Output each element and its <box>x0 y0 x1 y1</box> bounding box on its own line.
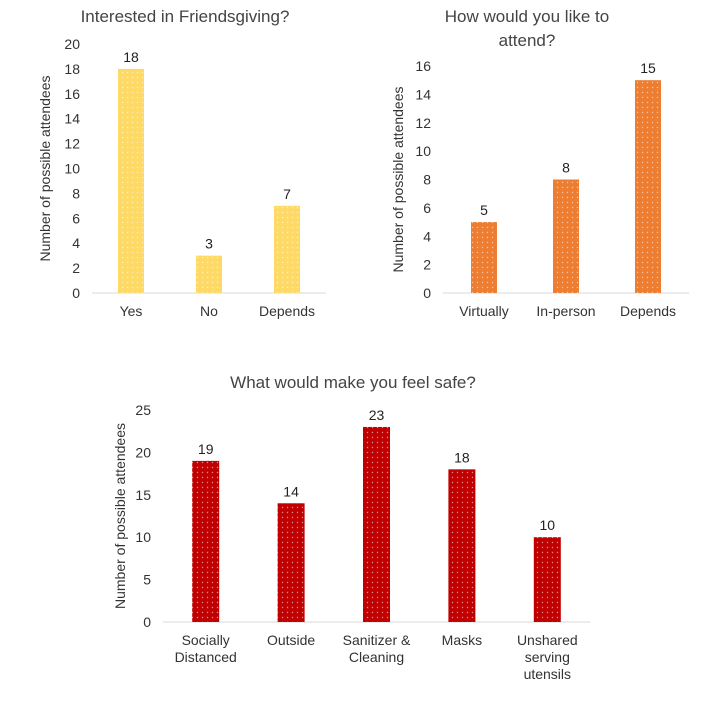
c3-category-label-3: Masks <box>442 632 482 648</box>
c3-bar-2 <box>363 426 390 622</box>
c3-y-axis-label: Number of possible attendees <box>112 423 128 609</box>
c3-bar-4 <box>533 537 561 622</box>
c1-category-label-2: Depends <box>259 303 315 319</box>
c1-bar-2 <box>274 205 300 293</box>
c2-bar-2 <box>635 80 661 293</box>
c3-bar-0 <box>192 460 220 622</box>
c3-category-label-0: Distanced <box>175 649 237 665</box>
c2-data-label-2: 15 <box>640 60 656 76</box>
c2-category-label-0: Virtually <box>459 303 509 319</box>
c3-category-label-4: utensils <box>524 666 571 682</box>
c3-category-label-4: Unshared <box>517 632 578 648</box>
c1-y-tick: 10 <box>64 161 80 177</box>
c3-bar-3 <box>448 469 476 622</box>
c2-y-tick: 4 <box>423 228 431 244</box>
c2-y-tick: 2 <box>423 257 431 273</box>
c1-y-tick: 18 <box>64 61 80 77</box>
c2-category-label-1: In-person <box>536 303 595 319</box>
c1-y-tick: 14 <box>64 111 80 127</box>
c3-data-label-3: 18 <box>454 449 470 465</box>
c2-y-tick: 8 <box>423 172 431 188</box>
c2-category-label-2: Depends <box>620 303 676 319</box>
c2-y-axis-label: Number of possible attendees <box>390 87 406 273</box>
c3-category-label-2: Sanitizer & <box>343 632 411 648</box>
c1-y-tick: 2 <box>72 260 80 276</box>
c1-data-label-0: 18 <box>123 49 139 65</box>
c3-category-label-0: Socially <box>182 632 230 648</box>
c2-bar-0 <box>471 222 497 293</box>
c3-y-tick: 25 <box>135 402 151 418</box>
c3-y-tick: 5 <box>143 572 151 588</box>
c1-y-tick: 4 <box>72 235 80 251</box>
c3-data-label-0: 19 <box>198 441 214 457</box>
c1-y-tick: 0 <box>72 285 80 301</box>
c2-title-line-1: attend? <box>499 31 556 50</box>
c2-data-label-1: 8 <box>562 160 570 176</box>
c1-y-tick: 12 <box>64 136 80 152</box>
c2-y-tick: 16 <box>415 58 431 74</box>
c3-data-label-2: 23 <box>369 407 385 423</box>
c3-y-tick: 15 <box>135 487 151 503</box>
c2-y-tick: 12 <box>415 115 431 131</box>
c3-data-label-1: 14 <box>283 483 299 499</box>
c2-title-line-0: How would you like to <box>445 7 609 26</box>
c2-bar-1 <box>553 179 579 293</box>
chart-interested-svg: Interested in Friendsgiving? Number of po… <box>37 7 326 319</box>
c1-y-tick: 6 <box>72 210 80 226</box>
c1-y-tick: 8 <box>72 185 80 201</box>
c3-y-tick: 10 <box>135 529 151 545</box>
chart-attend: How would you like to attend? Number of po… <box>365 0 727 340</box>
c2-y-tick: 10 <box>415 143 431 159</box>
c3-data-label-4: 10 <box>540 517 556 533</box>
c1-data-label-2: 7 <box>283 186 291 202</box>
c3-category-label-2: Cleaning <box>349 649 404 665</box>
c1-title-line-0: Interested in Friendsgiving? <box>81 7 290 26</box>
c2-y-tick: 14 <box>415 86 431 102</box>
c1-category-label-0: Yes <box>120 303 143 319</box>
c1-y-tick: 20 <box>64 36 80 52</box>
c3-category-label-1: Outside <box>267 632 315 648</box>
chart-safe-svg: What would make you feel safe? Number of … <box>112 373 590 682</box>
chart-interested: Interested in Friendsgiving? Number of po… <box>0 0 360 340</box>
c1-bar-0 <box>118 68 144 294</box>
c1-data-label-1: 3 <box>205 236 213 252</box>
c1-y-tick: 16 <box>64 86 80 102</box>
c2-y-tick: 0 <box>423 285 431 301</box>
chart-attend-svg: How would you like to attend? Number of po… <box>390 7 689 319</box>
c1-category-label-1: No <box>200 303 218 319</box>
c3-bar-1 <box>277 503 305 622</box>
c1-bar-1 <box>196 255 222 293</box>
c3-y-tick: 0 <box>143 614 151 630</box>
c3-title-line-0: What would make you feel safe? <box>230 373 476 392</box>
c2-y-tick: 6 <box>423 200 431 216</box>
chart-safe: What would make you feel safe? Number of … <box>95 360 615 698</box>
c3-category-label-4: serving <box>525 649 570 665</box>
c3-y-tick: 20 <box>135 444 151 460</box>
c1-y-axis-label: Number of possible attendees <box>37 76 53 262</box>
c2-data-label-0: 5 <box>480 202 488 218</box>
